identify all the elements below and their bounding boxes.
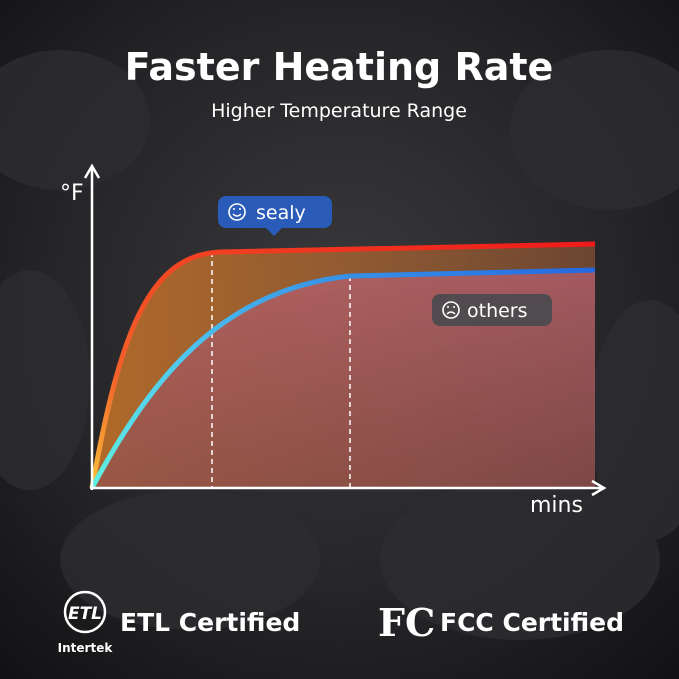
sealy-label: sealy (256, 202, 306, 224)
etl-badge: ETL Intertek ETL Certified (58, 590, 300, 655)
others-curve (89, 267, 596, 490)
fleece-texture (0, 50, 679, 640)
title: Faster Heating Rate (125, 45, 554, 89)
sealy-curve (89, 241, 596, 489)
others-tag: others (432, 294, 552, 326)
subtitle: Higher Temperature Range (211, 100, 467, 122)
x-axis-label: mins (530, 493, 583, 518)
fcc-badge: FC FCC Certified (378, 600, 624, 645)
fcc-logo: FC (378, 600, 435, 645)
axes (83, 163, 607, 497)
etl-logo: ETL (68, 604, 102, 624)
fcc-label: FCC Certified (440, 608, 624, 637)
y-axis-label: °F (60, 181, 84, 206)
others-label: others (467, 300, 528, 322)
sealy-tag: sealy (218, 196, 332, 236)
etl-caption: Intertek (58, 641, 114, 655)
etl-label: ETL Certified (120, 608, 300, 637)
